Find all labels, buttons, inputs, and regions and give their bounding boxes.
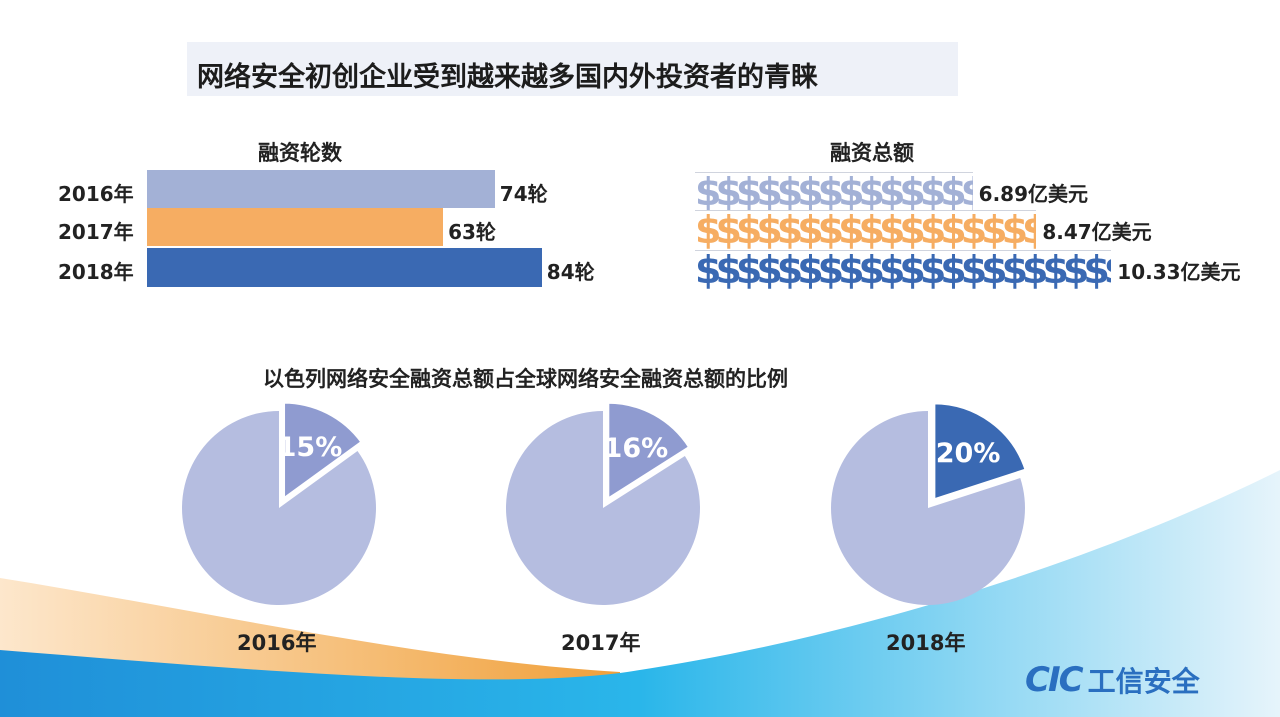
rounds-bar-1 bbox=[147, 208, 444, 246]
pie-year-label: 2016年 bbox=[237, 631, 317, 655]
pie-chart-2017年: 16% bbox=[506, 400, 700, 605]
amount-value-label: 8.47亿美元 bbox=[1042, 220, 1152, 244]
amount-value-label: 6.89亿美元 bbox=[978, 182, 1089, 206]
pie-slice-rest bbox=[831, 411, 1025, 605]
pie-slice-rest bbox=[182, 411, 377, 605]
pie-slice-highlight bbox=[932, 401, 1029, 502]
rounds-year-label: 2016年 bbox=[58, 182, 134, 206]
title-banner bbox=[187, 42, 958, 96]
pie-slice-highlight bbox=[282, 400, 365, 503]
pie-percent-label: 20% bbox=[936, 438, 1001, 469]
rounds-year-label: 2017年 bbox=[58, 220, 134, 244]
pie-slice-rest bbox=[506, 411, 700, 605]
rounds-chart-title: 融资轮数 bbox=[258, 141, 342, 165]
rounds-bar-0 bbox=[147, 170, 495, 208]
rounds-year-label: 2018年 bbox=[58, 260, 134, 284]
rounds-value-label: 63轮 bbox=[448, 220, 496, 244]
pie-section-title: 以色列网络安全融资总额占全球网络安全融资总额的比例 bbox=[263, 367, 788, 391]
pie-chart-2018年: 20% bbox=[831, 401, 1029, 605]
pie-year-label: 2017年 bbox=[561, 631, 641, 655]
rounds-value-label: 84轮 bbox=[546, 260, 595, 284]
pie-year-label: 2018年 bbox=[886, 631, 966, 655]
pie-percent-label: 16% bbox=[604, 433, 669, 464]
pie-slice-highlight bbox=[606, 400, 692, 502]
amount-bar-2: $$$$$$$$$$$$$$$$$$$$$$$$$$$$$$ bbox=[695, 250, 1112, 289]
page-title: 网络安全初创企业受到越来越多国内外投资者的青睐 bbox=[197, 62, 818, 93]
rounds-value-label: 74轮 bbox=[499, 182, 548, 206]
logo: CIC 工信安全 bbox=[1025, 660, 1200, 700]
logo-brand: CIC bbox=[1025, 660, 1084, 700]
amount-bar-1: $$$$$$$$$$$$$$$$$$$$$$$$$$$$$$ bbox=[695, 210, 1037, 249]
amount-value-label: 10.33亿美元 bbox=[1117, 260, 1241, 284]
amount-chart-title: 融资总额 bbox=[830, 141, 914, 165]
rounds-bar-2 bbox=[147, 248, 542, 287]
amount-bar-0: $$$$$$$$$$$$$$$$$$$$$$$$$$$$$$ bbox=[695, 172, 973, 211]
pie-chart-2016年: 15% bbox=[182, 400, 377, 605]
pie-percent-label: 15% bbox=[278, 432, 343, 463]
logo-name: 工信安全 bbox=[1087, 665, 1200, 698]
